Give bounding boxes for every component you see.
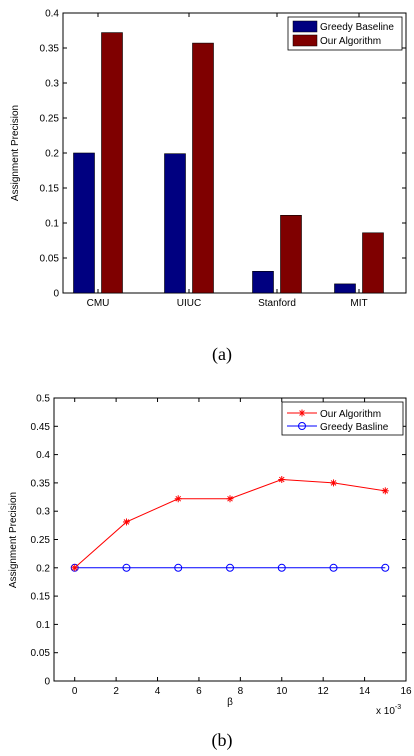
x-tick-label: 6 <box>196 686 202 697</box>
y-tick-label: 0 <box>53 289 59 300</box>
legend-label-our-algorithm: Our Algorithm <box>320 36 381 47</box>
y-tick-label: 0.15 <box>40 184 60 195</box>
legend-swatch-our-algorithm <box>293 35 317 46</box>
caption-b: (b) <box>212 730 233 751</box>
bar-our-algorithm-uiuc <box>193 43 214 293</box>
x-tick-label: 14 <box>359 686 371 697</box>
x-tick-label: 2 <box>113 686 119 697</box>
y-tick-label: 0.35 <box>40 44 60 55</box>
y-tick-label: 0.45 <box>31 422 51 433</box>
x-tick-label: 4 <box>155 686 161 697</box>
chart-a-y-axis-label: Assignment Precision <box>10 105 21 201</box>
bar-greedy-baseline-cmu <box>74 153 95 293</box>
legend-label-greedy-baseline: Greedy Baseline <box>320 22 394 33</box>
x-tick-label: 8 <box>238 686 244 697</box>
bar-greedy-baseline-stanford <box>253 271 274 293</box>
chart-b-x-axis-label: β <box>227 697 233 708</box>
x-tick-label: 10 <box>276 686 288 697</box>
bar-greedy-baseline-uiuc <box>165 154 186 293</box>
x-tick-label: 0 <box>72 686 78 697</box>
bar-greedy-baseline-mit <box>335 284 356 293</box>
y-tick-label: 0.2 <box>36 563 50 574</box>
bar-our-algorithm-mit <box>363 233 384 293</box>
y-tick-label: 0.25 <box>31 535 51 546</box>
legend-marker-our-algorithm <box>299 410 306 417</box>
y-tick-label: 0.4 <box>36 450 50 461</box>
y-tick-label: 0.2 <box>45 149 59 160</box>
legend-swatch-greedy-baseline <box>293 21 317 32</box>
y-tick-label: 0.4 <box>45 9 59 20</box>
y-tick-label: 0 <box>44 677 50 688</box>
data-point-our-algorithm <box>71 564 78 571</box>
y-tick-label: 0.3 <box>36 507 50 518</box>
bar-our-algorithm-cmu <box>102 33 123 293</box>
line-chart-b: 0 0.05 0.1 0.15 0.2 0.25 0.3 0.35 0.4 0.45 0.5 0 2 4… <box>8 394 412 752</box>
y-tick-label: 0.1 <box>45 219 59 230</box>
x-tick-label: MIT <box>350 298 367 309</box>
x-tick-label: Stanford <box>258 298 296 309</box>
x-tick-label: CMU <box>87 298 110 309</box>
y-tick-label: 0.5 <box>36 394 50 405</box>
x-tick-label: 12 <box>318 686 330 697</box>
y-tick-label: 0.05 <box>31 648 51 659</box>
y-tick-label: 0.35 <box>31 478 51 489</box>
y-tick-label: 0.1 <box>36 620 50 631</box>
chart-a-legend: Greedy Baseline Our Algorithm <box>288 17 402 50</box>
legend-label-our-algorithm-b: Our Algorithm <box>320 409 381 420</box>
caption-a: (a) <box>212 344 232 365</box>
y-tick-label: 0.15 <box>31 592 51 603</box>
legend-label-greedy-basline: Greedy Basline <box>320 422 389 433</box>
y-tick-label: 0.25 <box>40 114 60 125</box>
y-tick-label: 0.3 <box>45 79 59 90</box>
chart-b-x-multiplier: x 10-3 <box>376 704 401 717</box>
bar-our-algorithm-stanford <box>281 215 302 293</box>
x-tick-label: 16 <box>400 686 412 697</box>
x-tick-label: UIUC <box>177 298 201 309</box>
y-tick-label: 0.05 <box>40 254 60 265</box>
chart-b-legend: Our Algorithm Greedy Basline <box>282 402 403 435</box>
bar-chart-a: 0 0.05 0.1 0.15 0.2 0.25 0.3 0.35 0.4 CMU UIUC Sta… <box>10 9 406 366</box>
chart-b-y-axis-label: Assignment Precision <box>8 492 19 588</box>
